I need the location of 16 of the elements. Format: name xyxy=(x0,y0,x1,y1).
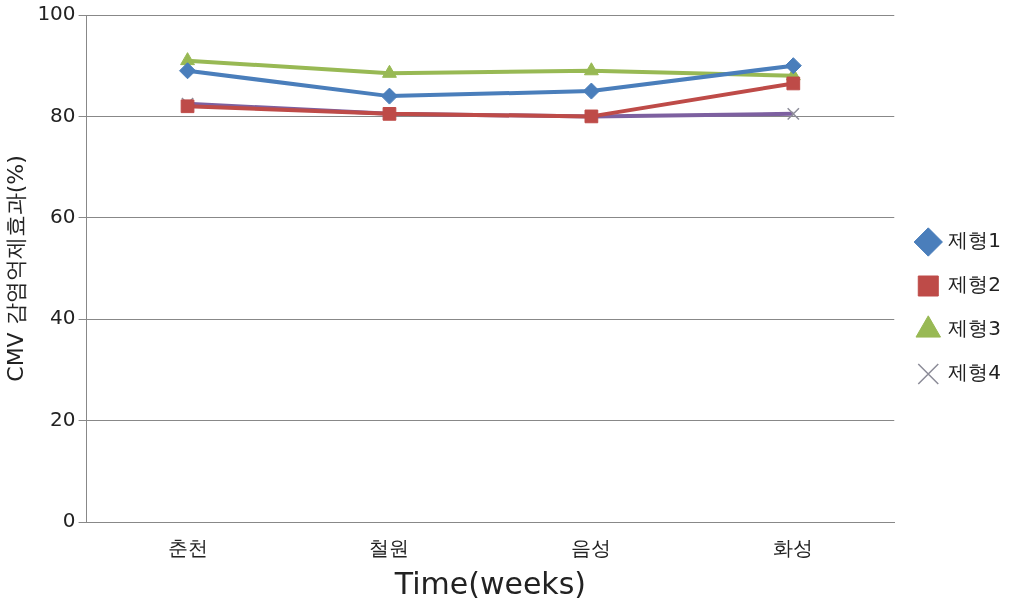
y-tick-label: 20 xyxy=(50,406,76,431)
y-tick-label: 80 xyxy=(50,102,76,127)
legend-label: 제형2 xyxy=(948,272,1002,297)
legend-label: 제형1 xyxy=(948,228,1002,253)
legend-label: 제형3 xyxy=(948,316,1002,341)
y-tick-label: 100 xyxy=(37,1,76,26)
legend-label: 제형4 xyxy=(948,360,1002,385)
x-tick-label: 철원 xyxy=(369,536,410,561)
x-tick-label: 춘천 xyxy=(167,536,208,561)
x-tick-label: 화성 xyxy=(773,536,814,561)
x-tick-label: 음성 xyxy=(571,536,612,561)
x-axis-title: Time(weeks) xyxy=(393,565,587,601)
y-tick-label: 0 xyxy=(62,508,76,533)
y-tick-label: 40 xyxy=(50,305,76,330)
y-axis-title: CMV 감염억제효과(%) xyxy=(2,155,28,382)
y-tick-label: 60 xyxy=(50,204,76,228)
